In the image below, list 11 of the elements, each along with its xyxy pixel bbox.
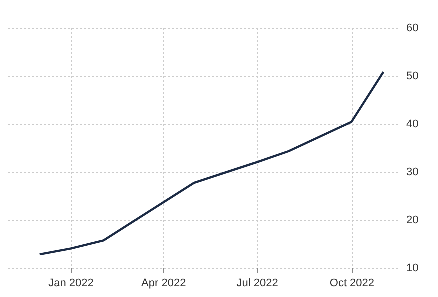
x-tick-label: Apr 2022 xyxy=(142,278,186,290)
x-tick-label: Jul 2022 xyxy=(236,278,278,290)
y-tick-label: 60 xyxy=(406,22,419,34)
y-tick-label: 20 xyxy=(406,214,419,226)
y-tick-label: 50 xyxy=(406,70,419,82)
x-tick-label: Jan 2022 xyxy=(48,278,94,290)
y-tick-label: 40 xyxy=(406,118,419,130)
x-tick-label: Oct 2022 xyxy=(330,278,375,290)
line-series xyxy=(38,71,385,256)
y-tick-label: 10 xyxy=(406,262,419,274)
y-tick-label: 30 xyxy=(406,166,419,178)
